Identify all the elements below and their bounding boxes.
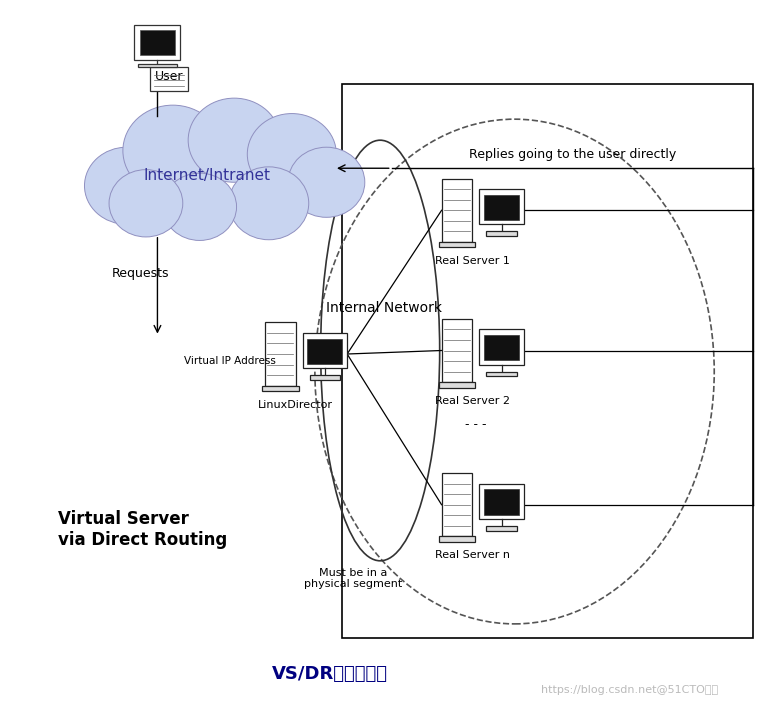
Text: https://blog.csdn.net@51CTO博客: https://blog.csdn.net@51CTO博客 xyxy=(541,686,718,695)
Bar xyxy=(265,322,296,386)
Bar xyxy=(150,67,188,91)
Bar xyxy=(140,29,174,55)
Bar xyxy=(442,179,472,242)
Text: Internal Network: Internal Network xyxy=(326,301,442,315)
Text: Must be in a
physical segment: Must be in a physical segment xyxy=(304,568,402,589)
Circle shape xyxy=(84,147,169,224)
Bar xyxy=(307,339,343,364)
Bar xyxy=(439,382,475,388)
Bar xyxy=(484,335,519,360)
Text: VS/DR的体系结构: VS/DR的体系结构 xyxy=(272,665,389,683)
Bar xyxy=(134,25,180,60)
Bar xyxy=(486,231,517,236)
Bar xyxy=(303,333,347,368)
Bar xyxy=(479,329,524,365)
Text: Requests: Requests xyxy=(111,267,169,280)
Text: Virtual Server
via Direct Routing: Virtual Server via Direct Routing xyxy=(58,510,227,549)
Bar xyxy=(479,189,524,224)
Text: LinuxDirector: LinuxDirector xyxy=(258,400,333,409)
Bar xyxy=(479,484,524,519)
Circle shape xyxy=(109,170,183,237)
Bar xyxy=(486,526,517,531)
Bar xyxy=(310,375,340,380)
Bar xyxy=(439,536,475,542)
Text: Internet/Intranet: Internet/Intranet xyxy=(144,168,271,183)
Circle shape xyxy=(163,173,237,240)
Bar xyxy=(442,473,472,536)
Circle shape xyxy=(229,167,309,240)
Bar xyxy=(484,489,519,515)
Bar xyxy=(342,84,753,638)
Bar xyxy=(486,372,517,376)
Bar xyxy=(484,195,519,220)
Circle shape xyxy=(288,147,365,217)
Text: Replies going to the user directly: Replies going to the user directly xyxy=(468,148,676,161)
Bar xyxy=(442,319,472,382)
Text: Real Server n: Real Server n xyxy=(435,550,510,560)
Text: User: User xyxy=(154,70,184,83)
Text: Virtual IP Address: Virtual IP Address xyxy=(184,356,276,366)
Circle shape xyxy=(123,105,223,196)
Bar xyxy=(138,64,177,67)
Circle shape xyxy=(188,98,280,182)
Circle shape xyxy=(247,114,336,195)
Bar xyxy=(262,386,299,391)
Text: Real Server 2: Real Server 2 xyxy=(435,396,510,406)
Text: - - -: - - - xyxy=(465,418,487,430)
Bar xyxy=(439,242,475,247)
Text: Real Server 1: Real Server 1 xyxy=(435,256,510,266)
